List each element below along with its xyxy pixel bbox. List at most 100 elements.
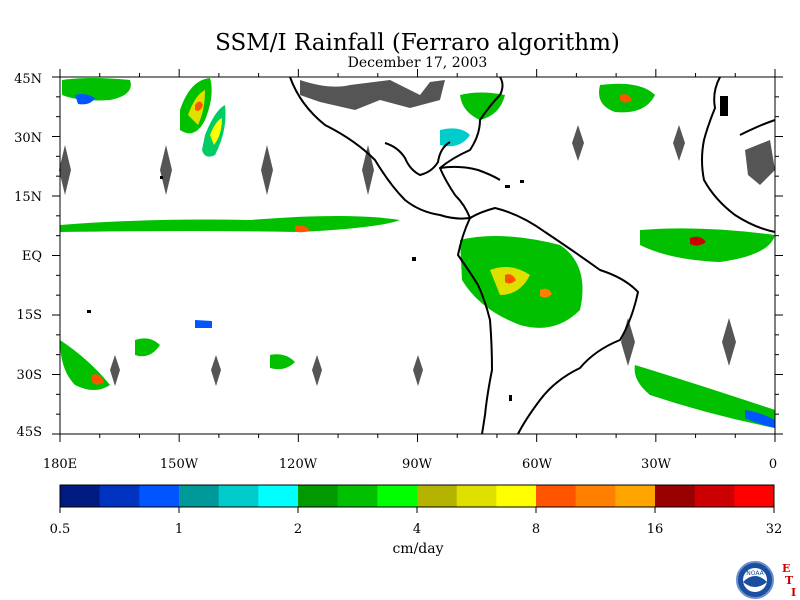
colorbar-cells [60,485,775,507]
map-date: December 17, 2003 [347,55,488,71]
rainfall-areas [60,78,775,428]
axis-ticks [52,69,783,442]
missing-swath [211,355,221,386]
colorbar-cell [298,485,339,507]
south-america-coast [469,206,640,435]
rainfall-cluster [440,128,470,147]
map-title: SSM/I Rainfall (Ferraro algorithm) [215,30,620,56]
islands [87,96,728,401]
colorbar-label: 8 [531,522,541,537]
rainfall-cluster [270,354,295,370]
rainfall-cluster [620,94,632,103]
missing-swath [261,145,273,195]
island [720,96,728,116]
north-america-coast [384,141,451,177]
colorbar-cell [179,485,220,507]
colorbar-cell [218,485,259,507]
missing-swath [312,355,322,386]
rainfall-cluster [135,338,160,357]
rainfall-cluster [210,118,222,145]
colorbar-cell [694,485,735,507]
colorbar-units: cm/day [392,541,444,557]
rainfall-cluster [690,236,706,246]
rainfall-cluster [92,374,104,385]
colorbar-label: 2 [293,522,303,537]
lon-label-60w: 60W [522,457,552,472]
europe-coast [739,119,776,136]
rainfall-cluster [295,225,310,233]
noaa-logo: NOAA E T I [736,561,796,599]
noaa-logo-text: NOAA [746,570,764,577]
logo-letter-t: T [785,574,794,587]
missing-swath [110,355,120,386]
colorbar-cell [60,485,101,507]
north-america-coast [289,76,504,220]
colorbar-ticks [59,507,775,513]
island [505,185,510,188]
south-america-coast [456,217,494,435]
lat-label-45s: 45S [16,425,42,440]
lat-label-eq: EQ [21,249,42,264]
rainfall-cluster [75,94,95,105]
colorbar-label: 4 [412,522,422,537]
missing-swath [722,318,736,366]
colorbar-label: 1 [174,522,184,537]
missing-swath [300,80,445,110]
colorbar-label: 32 [765,522,783,537]
rainfall-cluster [460,92,505,120]
lon-label-180e: 180E [42,457,78,472]
colorbar-cell [456,485,497,507]
colorbar-cell [655,485,696,507]
colorbar-cell [496,485,537,507]
lon-label-30w: 30W [641,457,671,472]
island [87,310,91,313]
colorbar-cell [615,485,656,507]
lat-label-30s: 30S [16,368,42,383]
coastlines [289,76,776,435]
africa-coast [701,76,776,233]
lat-label-45n: 45N [14,72,42,87]
rainfall-cluster [505,274,516,284]
rainfall-cluster [640,228,775,262]
noaa-logo-wave [743,576,767,587]
island [412,257,416,261]
colorbar-cell [139,485,180,507]
colorbar-cell [734,485,775,507]
cuba [439,165,501,181]
missing-swath [413,355,423,386]
colorbar-cell [258,485,299,507]
colorbar-cell [536,485,577,507]
lon-label-150w: 150W [159,457,199,472]
missing-swath [745,140,775,185]
colorbar-cell [99,485,140,507]
rainfall-cluster [634,365,775,428]
missing-swath [572,125,584,161]
lat-label-30n: 30N [14,131,42,146]
island [509,395,512,401]
colorbar-cell [575,485,616,507]
missing-swath [59,145,71,195]
missing-swath [160,145,172,195]
rainfall-cluster [60,216,400,232]
rainfall-cluster [745,410,775,428]
lat-label-15s: 15S [16,308,42,323]
colorbar-cell [337,485,378,507]
island [520,180,524,183]
colorbar-cell [377,485,418,507]
colorbar-cell [417,485,458,507]
logo-letter-e: E [782,562,790,575]
rainfall-cluster [195,101,203,111]
rainfall-cluster [195,320,212,328]
logo-letter-i: I [791,586,796,599]
lon-label-120w: 120W [278,457,318,472]
rainfall-cluster [540,288,552,298]
island [160,176,163,179]
colorbar-label: 16 [646,522,664,537]
missing-swath [673,125,685,161]
lat-label-15n: 15N [14,190,42,205]
colorbar-label: 0.5 [49,522,71,537]
lon-label-0: 0 [768,457,778,472]
lon-label-90w: 90W [402,457,432,472]
